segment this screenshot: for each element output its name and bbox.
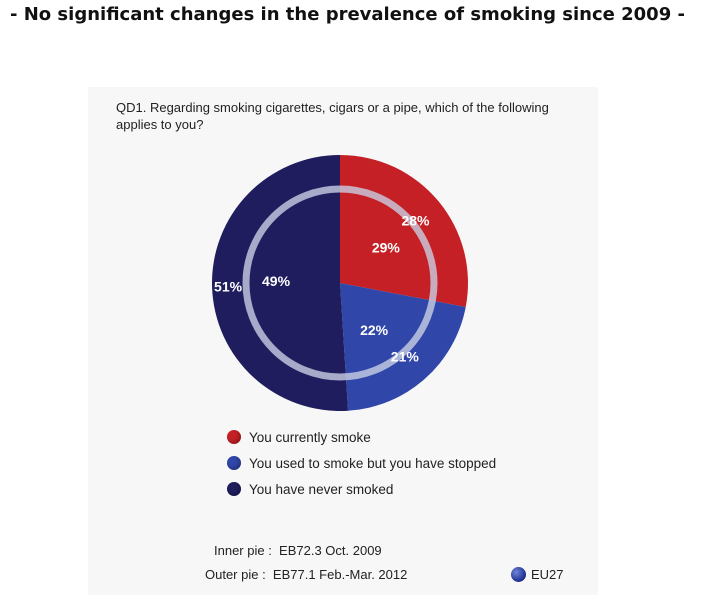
- pie-ring-divider: [242, 185, 438, 381]
- pie-slice-outer: [212, 155, 349, 411]
- source-inner-pie: Inner pie : EB72.3 Oct. 2009: [214, 543, 382, 558]
- inner-pie-label: 49%: [262, 273, 291, 289]
- legend-swatch: [227, 482, 241, 496]
- legend-label: You have never smoked: [249, 481, 394, 497]
- pie-slice-outer: [340, 155, 468, 307]
- outer-pie-label: 21%: [391, 349, 420, 365]
- survey-question: QD1. Regarding smoking cigarettes, cigar…: [116, 100, 549, 132]
- eu-globe-icon: [511, 567, 526, 582]
- legend-label: You used to smoke but you have stopped: [249, 455, 497, 471]
- source-outer-pie: Outer pie : EB77.1 Feb.-Mar. 2012: [205, 567, 408, 582]
- page-headline: - No significant changes in the prevalen…: [10, 4, 685, 25]
- outer-pie-label: 51%: [214, 279, 243, 295]
- legend-item-never-smoked: You have never smoked: [227, 476, 496, 502]
- legend-label: You currently smoke: [249, 429, 371, 445]
- legend-item-former-smoker: You used to smoke but you have stopped: [227, 450, 496, 476]
- chart-legend: You currently smoke You used to smoke bu…: [227, 424, 496, 502]
- legend-item-current-smoker: You currently smoke: [227, 424, 496, 450]
- pie-slice-outer: [340, 283, 466, 411]
- legend-swatch: [227, 430, 241, 444]
- eu27-label: EU27: [531, 567, 564, 582]
- outer-pie-label: 28%: [401, 213, 430, 229]
- legend-swatch: [227, 456, 241, 470]
- inner-pie-label: 22%: [360, 322, 389, 338]
- inner-pie-label: 29%: [372, 239, 401, 255]
- eu27-badge: EU27: [511, 567, 564, 582]
